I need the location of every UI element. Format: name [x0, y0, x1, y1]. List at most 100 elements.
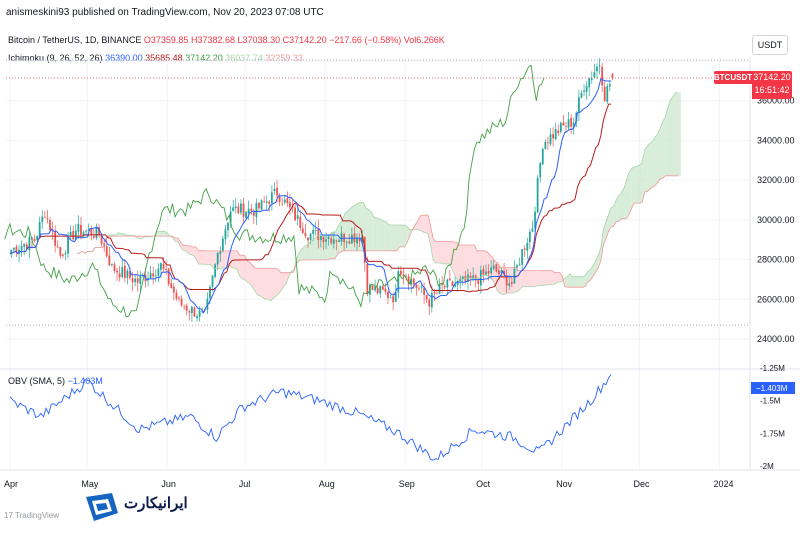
- candle-body: [338, 240, 340, 242]
- candle-body: [454, 284, 456, 287]
- cloud-segment: [572, 276, 576, 288]
- candle-body: [28, 236, 31, 251]
- currency-button[interactable]: USDT: [752, 35, 788, 55]
- cloud-segment: [231, 250, 235, 269]
- candle-body: [412, 278, 415, 285]
- candle-body: [25, 244, 28, 249]
- cloud-segment: [438, 241, 441, 263]
- cloud-segment: [600, 228, 604, 261]
- candle-body: [219, 251, 222, 254]
- candle-body: [211, 275, 214, 287]
- cloud-segment: [538, 270, 542, 286]
- iranicard-wordmark: ایرانیکارت: [124, 495, 188, 512]
- candle-body: [583, 90, 585, 92]
- cloud-segment: [476, 250, 480, 279]
- time-axis[interactable]: Apr May Jun Jul Aug Sep Oct Nov Dec 2024: [4, 479, 734, 489]
- candle-body: [301, 228, 304, 234]
- candle-body: [139, 276, 142, 284]
- cloud-segment: [268, 268, 271, 302]
- obv-pane[interactable]: -1.25M -1.5M -1.75M -2M −1.403M: [9, 364, 795, 471]
- candle-body: [129, 271, 131, 278]
- cloud-segment: [275, 268, 279, 297]
- candle-body: [325, 239, 327, 242]
- candle-body: [389, 297, 392, 299]
- obv-name: OBV (SMA, 5): [8, 376, 66, 386]
- time-axis-tick: Jul: [239, 479, 251, 489]
- cloud-segment: [200, 250, 204, 265]
- cloud-segment: [177, 238, 181, 247]
- candle-body: [263, 201, 266, 203]
- candle-body: [456, 280, 459, 285]
- candle-body: [80, 224, 82, 235]
- candle-body: [116, 270, 118, 273]
- cloud-segment: [675, 92, 679, 176]
- candle-body: [283, 199, 286, 203]
- cloud-segment: [471, 245, 475, 279]
- candle-body: [322, 236, 325, 243]
- candle-body: [281, 203, 284, 205]
- cloud-segment: [546, 270, 550, 285]
- candle-body: [588, 78, 591, 88]
- obv-legend[interactable]: OBV (SMA, 5) −1.403M: [8, 376, 103, 386]
- cloud-segment: [203, 250, 207, 265]
- candle-body: [157, 268, 160, 276]
- cloud-segment: [577, 276, 581, 288]
- cloud-segment: [567, 273, 570, 288]
- candle-body: [578, 97, 580, 113]
- cloud-segment: [157, 231, 160, 237]
- candle-body: [446, 279, 449, 288]
- price-axis[interactable]: 24000.00 26000.00 28000.00 30000.00 32000.00…: [757, 96, 795, 344]
- candle-body: [399, 270, 402, 275]
- cloud-segment: [415, 221, 418, 230]
- candle-body: [38, 221, 41, 238]
- cloud-segment: [652, 137, 655, 188]
- cloud-segment: [280, 272, 284, 291]
- span-a-line: [76, 92, 679, 302]
- candle-body: [95, 226, 98, 238]
- candle-body: [554, 129, 557, 139]
- obv-value: −1.403M: [67, 376, 103, 386]
- symbol-label[interactable]: Bitcoin / TetherUS, 1D, BINANCE: [8, 35, 142, 45]
- candle-body: [224, 229, 227, 240]
- price-axis-tick: 34000.00: [757, 135, 795, 145]
- cloud-segment: [244, 255, 248, 283]
- cloud-segment: [466, 245, 470, 279]
- cloud-segment: [649, 141, 653, 189]
- cloud-segment: [575, 276, 578, 288]
- cloud-segment: [665, 107, 668, 176]
- cloud-segment: [611, 206, 614, 228]
- candle-body: [56, 246, 59, 248]
- cloud-segment: [564, 276, 568, 288]
- price-axis-tick: 26000.00: [757, 294, 795, 304]
- cloud-segment: [417, 216, 421, 231]
- candle-body: [567, 119, 570, 128]
- candle-body: [67, 236, 69, 254]
- cloud-segment: [283, 272, 287, 287]
- cloud-segment: [188, 245, 191, 255]
- candle-body: [374, 286, 376, 291]
- bar-countdown: 16:51:42: [754, 85, 790, 95]
- candle-body: [441, 283, 444, 285]
- cloud-segment: [642, 149, 645, 203]
- ichimoku-name: Ichimoku (9, 26, 52, 26): [8, 53, 103, 63]
- candle-body: [335, 240, 338, 242]
- candle-body: [557, 130, 560, 134]
- cloud-segment: [515, 267, 519, 292]
- price-legend: Bitcoin / TetherUS, 1D, BINANCE O37359.8…: [8, 35, 445, 45]
- candle-body: [108, 255, 111, 266]
- candle-body: [74, 230, 77, 240]
- ichimoku-legend[interactable]: Ichimoku (9, 26, 52, 26) 36390.00 35685.…: [8, 53, 303, 63]
- candle-body: [227, 222, 229, 231]
- candle-body: [340, 233, 343, 242]
- cloud-segment: [404, 225, 408, 247]
- candle-body: [152, 273, 155, 277]
- candle-body: [603, 86, 606, 101]
- low-value: L37038.30: [237, 35, 281, 45]
- cloud-segment: [407, 226, 410, 242]
- candle-body: [170, 283, 173, 288]
- candle-body: [425, 294, 428, 300]
- cloud-segment: [195, 247, 199, 264]
- candle-body: [141, 275, 144, 277]
- cloud-segment: [311, 238, 315, 260]
